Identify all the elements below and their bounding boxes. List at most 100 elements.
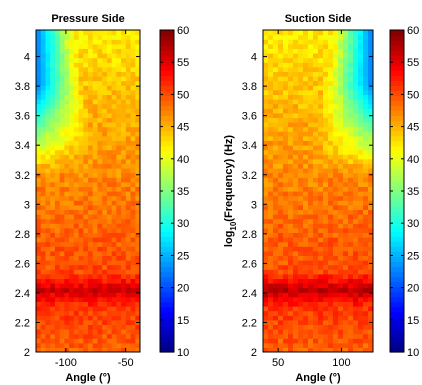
- heatmap-cell: [298, 338, 304, 344]
- heatmap-cell: [69, 310, 75, 316]
- heatmap-cell: [293, 191, 299, 197]
- heatmap-cell: [59, 237, 65, 243]
- heatmap-cell: [88, 131, 94, 137]
- heatmap-cell: [36, 218, 42, 224]
- heatmap-cell: [130, 163, 136, 169]
- heatmap-cell: [130, 71, 136, 77]
- heatmap-cell: [102, 260, 108, 266]
- heatmap-cell: [348, 53, 354, 59]
- heatmap-cell: [88, 177, 94, 183]
- heatmap-cell: [323, 255, 329, 261]
- heatmap-cell: [59, 324, 65, 330]
- heatmap-cell: [130, 76, 136, 82]
- heatmap-cell: [69, 204, 75, 210]
- heatmap-cell: [54, 306, 61, 312]
- heatmap-cell: [121, 246, 127, 252]
- heatmap-cell: [121, 338, 127, 344]
- heatmap-cell: [54, 135, 61, 141]
- heatmap-cell: [130, 329, 136, 335]
- colorbar-step: [160, 286, 174, 293]
- heatmap-cell: [130, 319, 136, 325]
- heatmap-cell: [116, 57, 122, 63]
- heatmap-cell: [111, 48, 117, 54]
- heatmap-cell: [116, 273, 122, 279]
- heatmap-cell: [54, 122, 61, 128]
- heatmap-cell: [263, 53, 269, 59]
- heatmap-cell: [50, 315, 56, 321]
- heatmap-cell: [328, 71, 334, 77]
- heatmap-cell: [348, 241, 354, 247]
- heatmap-cell: [64, 172, 70, 178]
- heatmap-cell: [88, 324, 94, 330]
- heatmap-cell: [308, 250, 314, 256]
- heatmap-cell: [54, 250, 61, 256]
- heatmap-cell: [83, 172, 89, 178]
- heatmap-cell: [125, 39, 132, 45]
- heatmap-cell: [69, 43, 75, 49]
- heatmap-cell: [40, 163, 47, 169]
- heatmap-cell: [64, 103, 70, 109]
- heatmap-cell: [45, 260, 51, 266]
- heatmap-cell: [363, 76, 369, 82]
- heatmap-cell: [88, 108, 94, 114]
- heatmap-cell: [268, 223, 274, 229]
- heatmap-cell: [88, 246, 94, 252]
- heatmap-cell: [323, 34, 329, 40]
- heatmap-cell: [288, 324, 294, 330]
- heatmap-cell: [45, 200, 51, 206]
- heatmap-cell: [78, 347, 84, 352]
- heatmap-cell: [293, 94, 299, 100]
- heatmap-cell: [135, 71, 140, 77]
- heatmap-cell: [54, 126, 61, 132]
- y-tick-label: 3.6: [15, 111, 30, 123]
- heatmap-cell: [268, 122, 274, 128]
- heatmap-cell: [88, 296, 94, 302]
- heatmap-cell: [318, 163, 324, 169]
- heatmap-cell: [40, 209, 47, 215]
- colorbar-step: [390, 266, 404, 273]
- heatmap-cell: [338, 209, 344, 215]
- heatmap-cell: [363, 324, 369, 330]
- heatmap-cell: [348, 218, 354, 224]
- heatmap-cell: [308, 112, 314, 118]
- heatmap-cell: [268, 273, 274, 279]
- colorbar-step: [160, 326, 174, 333]
- heatmap-cell: [45, 306, 51, 312]
- colorbar-tick-label: 20: [407, 283, 419, 295]
- heatmap-cell: [293, 80, 299, 86]
- heatmap-cell: [125, 71, 132, 77]
- heatmap-cell: [273, 172, 279, 178]
- heatmap-cell: [125, 287, 132, 293]
- heatmap-cell: [283, 99, 289, 105]
- heatmap-cell: [333, 232, 339, 238]
- heatmap-cell: [338, 218, 344, 224]
- heatmap-cell: [358, 241, 364, 247]
- heatmap-cell: [353, 301, 359, 307]
- heatmap-cell: [288, 135, 294, 141]
- heatmap-cell: [318, 214, 324, 220]
- heatmap-cell: [318, 181, 324, 187]
- heatmap-cell: [64, 34, 70, 40]
- heatmap-cell: [50, 264, 56, 270]
- heatmap-cell: [116, 237, 122, 243]
- heatmap-cell: [64, 324, 70, 330]
- colorbar-step: [160, 30, 174, 36]
- heatmap-cell: [283, 301, 289, 307]
- heatmap-cell: [358, 80, 364, 86]
- heatmap-cell: [293, 324, 299, 330]
- heatmap-cell: [111, 287, 117, 293]
- heatmap-cell: [73, 135, 80, 141]
- heatmap-cell: [54, 154, 61, 160]
- colorbar-tick-label: 60: [407, 25, 419, 37]
- pressure-side-x-label: Angle (°): [65, 372, 111, 384]
- heatmap-cell: [64, 310, 70, 316]
- heatmap-cell: [121, 168, 127, 174]
- heatmap-cell: [78, 310, 84, 316]
- heatmap-cell: [102, 296, 108, 302]
- heatmap-cell: [69, 53, 75, 59]
- heatmap-cell: [323, 237, 329, 243]
- heatmap-cell: [333, 227, 339, 233]
- colorbar-step: [160, 321, 174, 328]
- heatmap-cell: [88, 103, 94, 109]
